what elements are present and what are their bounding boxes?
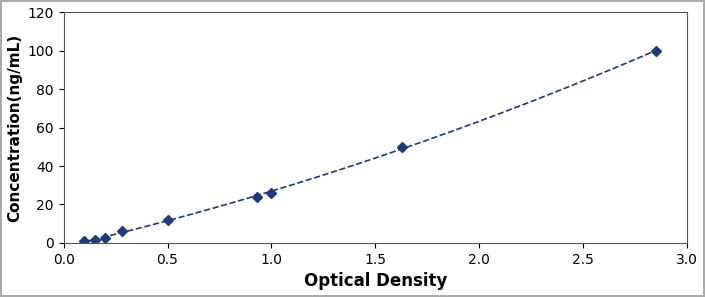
X-axis label: Optical Density: Optical Density bbox=[304, 272, 447, 290]
Y-axis label: Concentration(ng/mL): Concentration(ng/mL) bbox=[7, 34, 22, 222]
